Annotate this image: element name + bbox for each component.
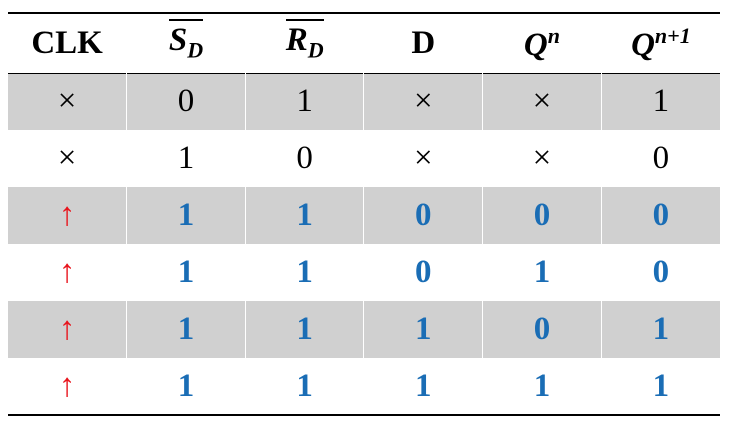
header-cell: RD [244,13,364,73]
symbol-superscript: n [547,22,560,48]
table-cell: ↑ [58,197,76,233]
table-cell: 1 [126,130,246,187]
table-cell: × [57,83,77,120]
table-cell: 1 [600,301,720,358]
header-cell: CLK [8,13,127,73]
header-symbol: SD [168,19,204,63]
table-cell: 0 [126,73,246,130]
table-cell: 0 [482,187,602,244]
table-cell: 1 [482,244,602,301]
table-cell: 1 [126,187,246,244]
table-cell: ↑ [58,311,76,347]
symbol-superscript: n+1 [654,22,691,48]
table-row: ↑ 1 1 1 0 1 [8,301,720,358]
table-cell: 0 [244,130,364,187]
table-cell: 1 [482,358,602,415]
table-cell: 0 [363,187,483,244]
table-cell: 0 [600,244,720,301]
truth-table: CLK SD RD D Qn Qn+1 × 0 1 × × 1 × 1 0 × × 0 ↑ 1 1 0 0 0 ↑ 1 1 0 1 0 ↑… [8,12,720,416]
table-cell: 1 [363,358,483,415]
header-cell: Qn [482,13,602,73]
table-row: × 0 1 × × 1 [8,73,720,130]
symbol-base: Q [631,26,655,63]
header-cell: D [363,13,483,73]
table-body: × 0 1 × × 1 × 1 0 × × 0 ↑ 1 1 0 0 0 ↑ 1 1 0 1 0 ↑ 1 1 1 0 1 ↑ 1 1 1 1 1 [8,73,720,415]
table-cell: 1 [244,73,364,130]
symbol-base: Q [523,26,548,63]
table-cell: × [363,73,483,130]
symbol-subscript: D [187,38,204,64]
table-cell: × [57,140,77,176]
header-symbol: Qn+1 [631,23,691,63]
header-cell: Qn+1 [600,13,720,73]
table-cell: 1 [126,244,246,301]
table-cell: 0 [600,130,720,187]
header-cell: SD [126,13,246,73]
table-cell: × [363,130,483,187]
table-cell: 1 [126,358,246,415]
table-row: ↑ 1 1 0 0 0 [8,187,720,244]
header-row: CLK SD RD D Qn Qn+1 [8,13,720,73]
table-row: × 1 0 × × 0 [8,130,720,187]
table-cell: 0 [482,301,602,358]
symbol-base: R [285,22,308,59]
header-symbol: RD [285,19,324,63]
header-text: D [411,24,436,61]
table-cell: ↑ [58,254,76,290]
table-cell: 1 [244,301,364,358]
symbol-subscript: D [307,38,324,64]
table-cell: 1 [363,301,483,358]
table-row: ↑ 1 1 1 1 1 [8,358,720,415]
header-symbol: Qn [523,23,560,63]
table-row: ↑ 1 1 0 1 0 [8,244,720,301]
table-cell: 1 [600,73,720,130]
table-header: CLK SD RD D Qn Qn+1 [8,13,720,73]
table-cell: 1 [126,301,246,358]
table-cell: × [482,130,602,187]
table-cell: 1 [244,187,364,244]
symbol-base: S [168,22,188,59]
header-text: CLK [31,24,103,61]
table-cell: 1 [600,358,720,415]
table-cell: ↑ [58,367,76,404]
table-cell: 1 [244,358,364,415]
table-cell: 0 [363,244,483,301]
table-cell: × [482,73,602,130]
table-cell: 0 [600,187,720,244]
table-cell: 1 [244,244,364,301]
